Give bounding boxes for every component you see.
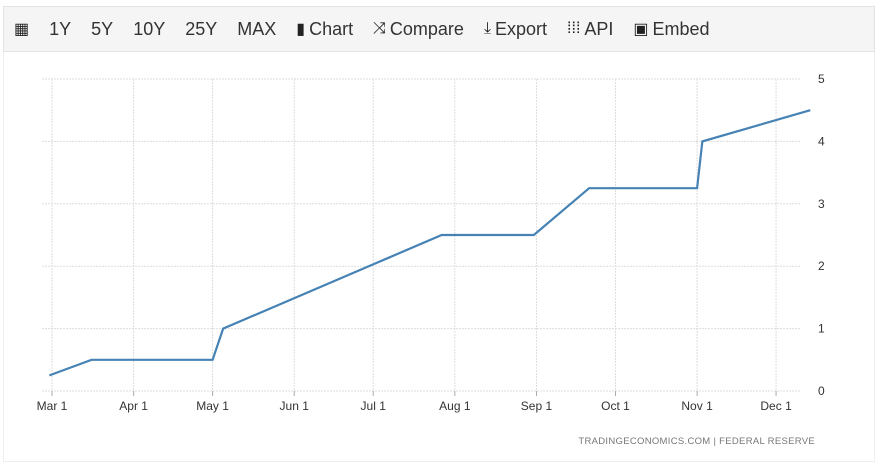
calendar-button[interactable]: ▦ [4,19,39,39]
y-tick-label: 0 [818,384,825,398]
button-label: 1Y [49,18,72,39]
x-tick-label: Sep 1 [521,399,553,413]
api-button[interactable]: ⁞⁞⁞ API [557,19,623,40]
x-tick-label: Mar 1 [37,399,68,413]
10y-button[interactable]: 10Y [123,19,175,40]
5y-button[interactable]: 5Y [81,19,123,40]
button-label: MAX [237,18,277,39]
1y-button[interactable]: 1Y [39,19,81,40]
y-tick-label: 2 [818,259,825,273]
button-label: Export [495,18,548,39]
image-icon: ▣ [633,21,649,38]
y-tick-label: 4 [818,134,825,148]
button-label: Chart [309,18,354,39]
export-button[interactable]: ⤓ Export [474,19,557,40]
button-label: API [584,18,614,39]
calendar-icon: ▦ [14,21,30,38]
grid-icon: ⁞⁞⁞ [567,20,581,37]
shuffle-icon: ⤨ [373,20,386,37]
button-label: 5Y [91,18,114,39]
x-tick-label: Apr 1 [119,399,148,413]
series-line [48,109,811,377]
25y-button[interactable]: 25Y [175,19,227,40]
source-label: TRADINGECONOMICS.COM | FEDERAL RESERVE [578,436,815,447]
x-tick-label: Jul 1 [361,399,387,413]
x-tick-label: Dec 1 [760,399,792,413]
button-label: 25Y [185,18,218,39]
chart-button[interactable]: ▮ Chart [286,19,363,40]
button-label: 10Y [133,18,166,39]
bar-chart-icon: ▮ [296,21,306,38]
compare-button[interactable]: ⤨ Compare [363,19,474,40]
download-icon: ⤓ [483,20,492,37]
x-tick-label: Aug 1 [439,399,471,413]
y-tick-label: 5 [818,72,825,86]
x-tick-label: Jun 1 [280,399,310,413]
y-tick-label: 3 [818,197,825,211]
toolbar: ▦ 1Y 5Y 10Y 25Y MAX ▮ Chart ⤨ Compare ⤓ Export ⁞⁞⁞ AP… [3,6,875,52]
x-tick-label: May 1 [196,399,229,413]
button-label: Compare [389,18,464,39]
y-tick-label: 1 [818,322,825,336]
button-label: Embed [652,18,710,39]
x-tick-label: Oct 1 [601,399,630,413]
x-tick-label: Nov 1 [681,399,713,413]
max-button[interactable]: MAX [227,19,286,40]
embed-button[interactable]: ▣ Embed [623,19,719,40]
